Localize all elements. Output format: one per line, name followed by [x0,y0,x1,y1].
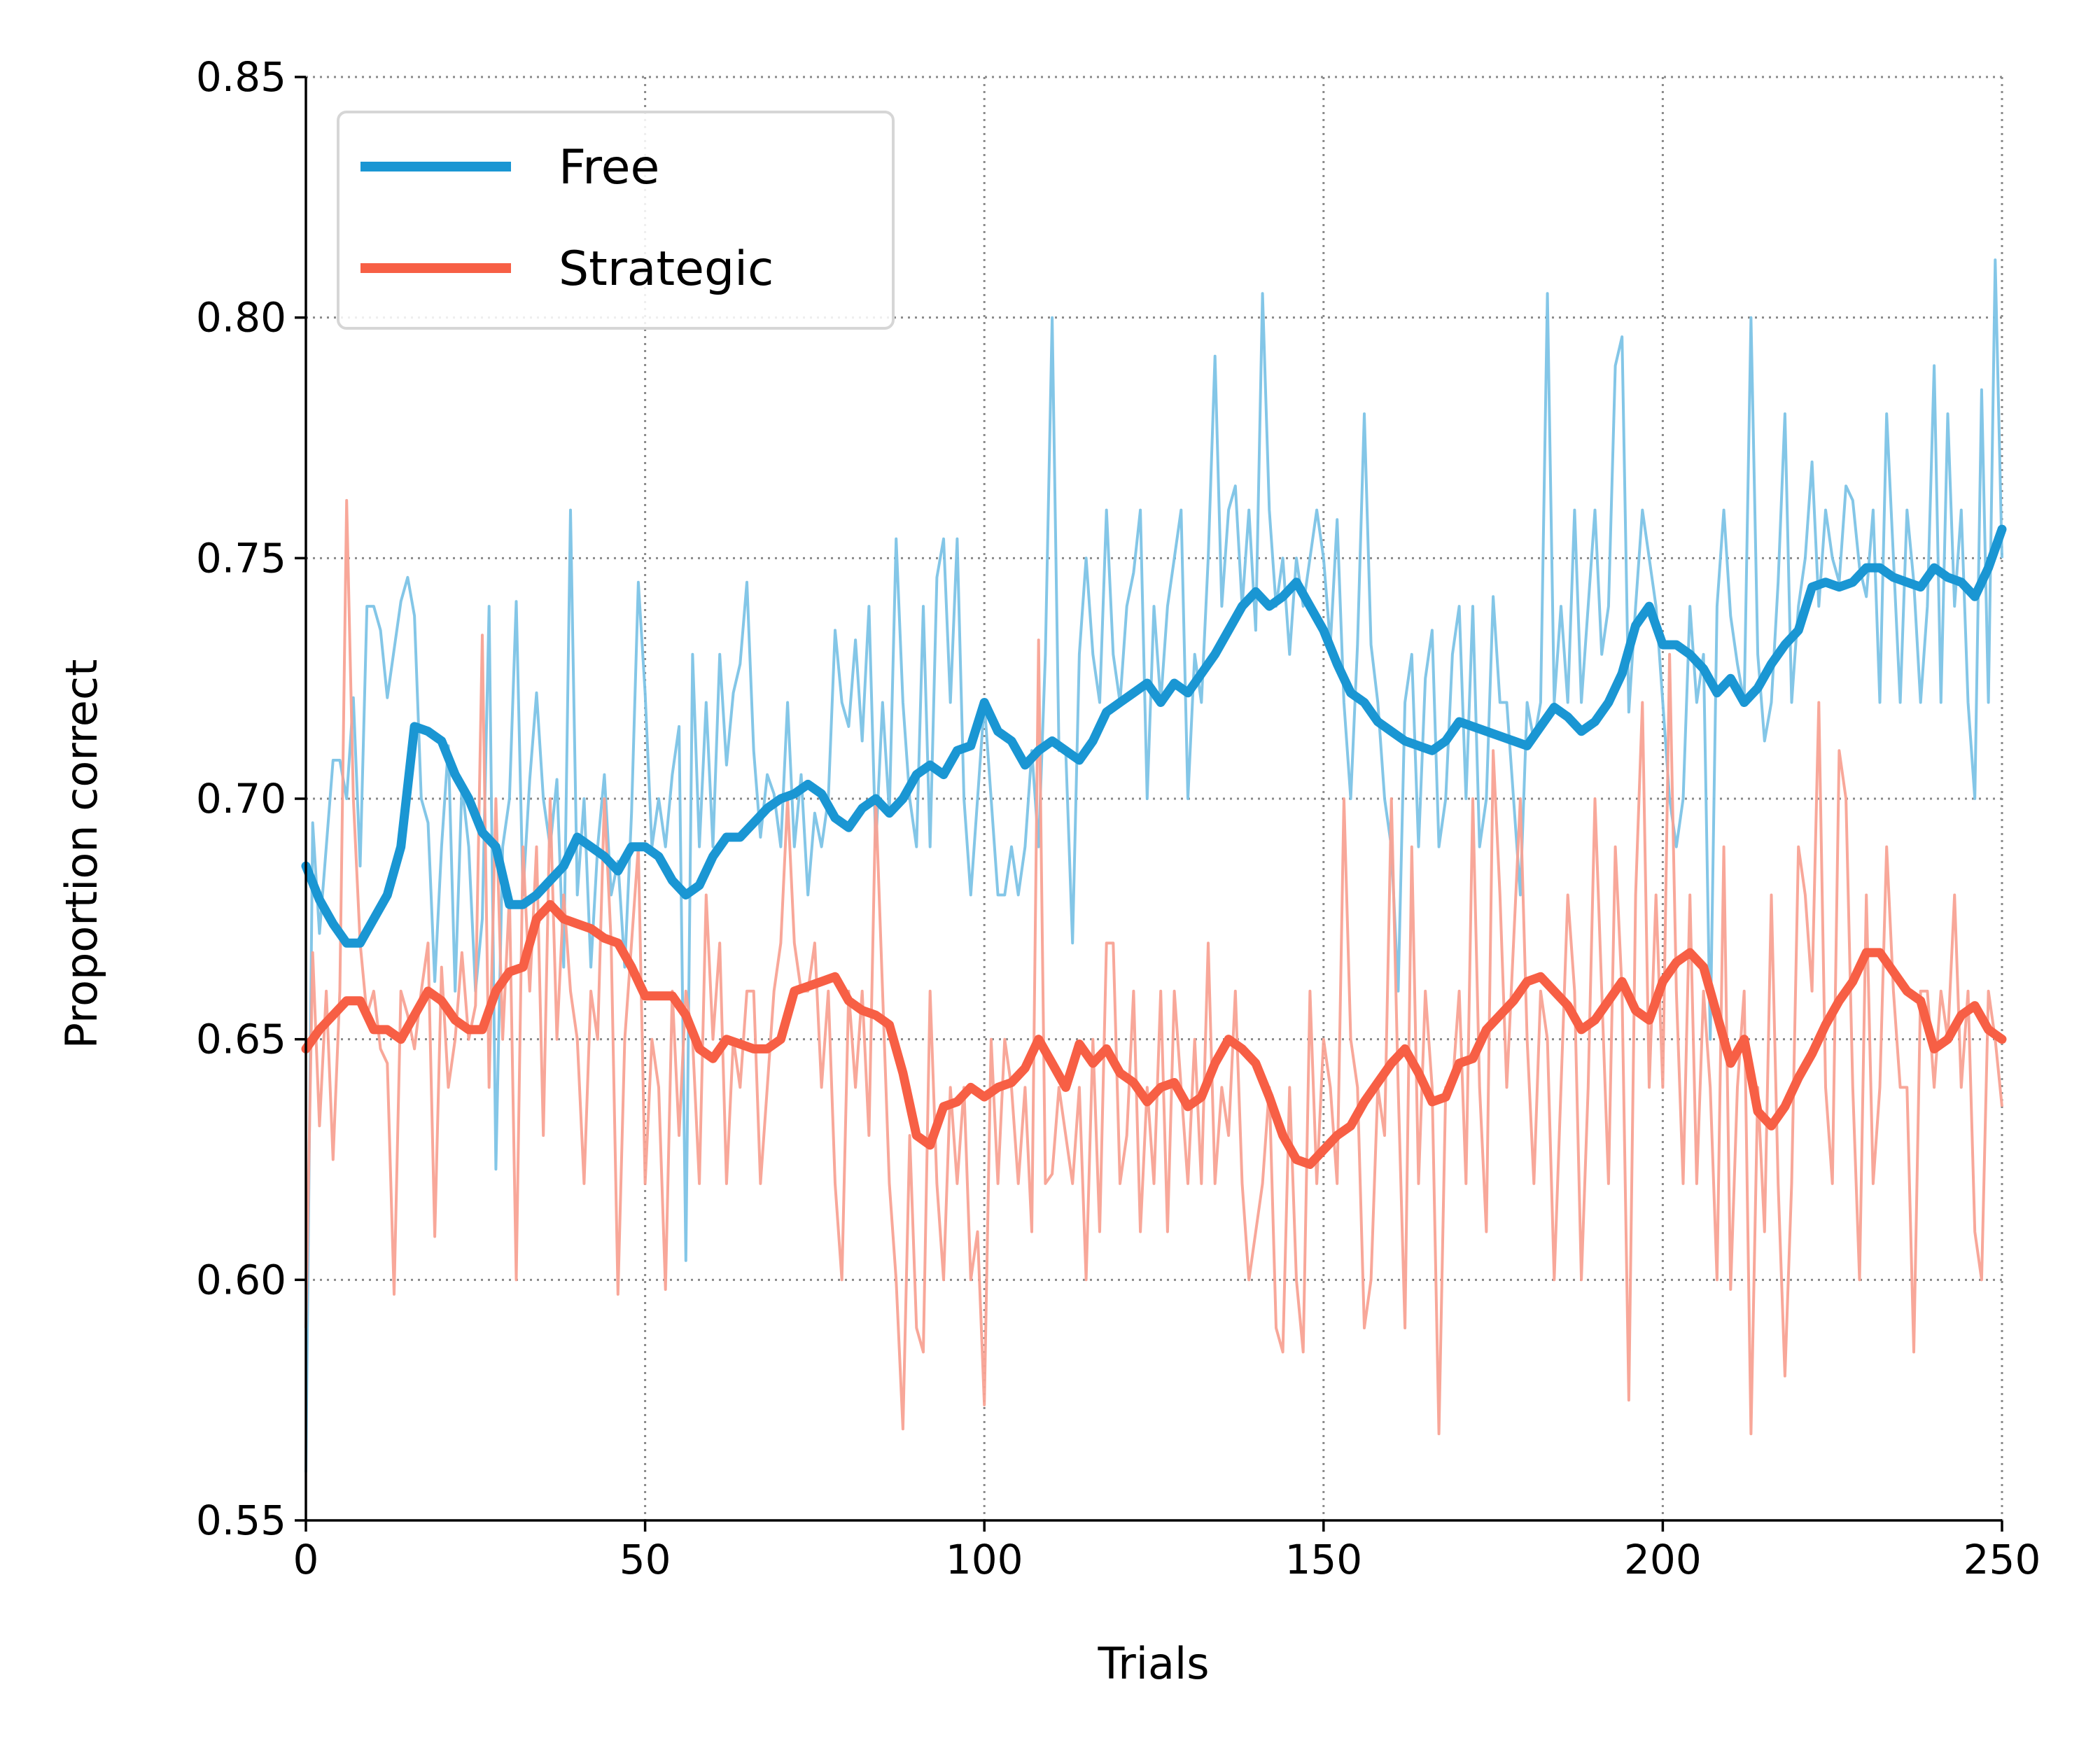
smoothed-line-strategic [301,899,2007,1169]
raw-line-free [304,258,2003,1473]
legend-label-strategic: Strategic [559,241,774,297]
y-tick-label: 0.55 [196,1497,286,1544]
y-tick-label: 0.75 [196,534,286,582]
y-tick-label: 0.85 [196,53,286,101]
x-tick-label: 200 [1624,1536,1702,1583]
y-tick-label: 0.70 [196,775,286,822]
x-tick-label: 150 [1284,1536,1362,1583]
tick-labels: 0 50 100 150 200 250 0.55 0.60 0.65 0.70 0.75 0.80 0… [196,53,2041,1583]
legend-label-free: Free [559,140,659,195]
raw-series-lines [304,258,2003,1473]
y-axis-label: Proportion correct [56,659,107,1049]
smoothed-line-free [301,524,2007,948]
y-tick-label: 0.60 [196,1256,286,1303]
raw-line-strategic [304,498,2003,1436]
x-tick-label: 0 [293,1536,319,1583]
y-tick-label: 0.80 [196,294,286,342]
x-tick-label: 250 [1963,1536,2041,1583]
x-tick-label: 100 [946,1536,1023,1583]
x-axis-label: Trials [1098,1638,1210,1689]
legend: Free Strategic [337,111,895,330]
smoothed-series-lines [301,524,2007,1169]
x-tick-label: 50 [620,1536,671,1583]
y-tick-label: 0.65 [196,1016,286,1063]
